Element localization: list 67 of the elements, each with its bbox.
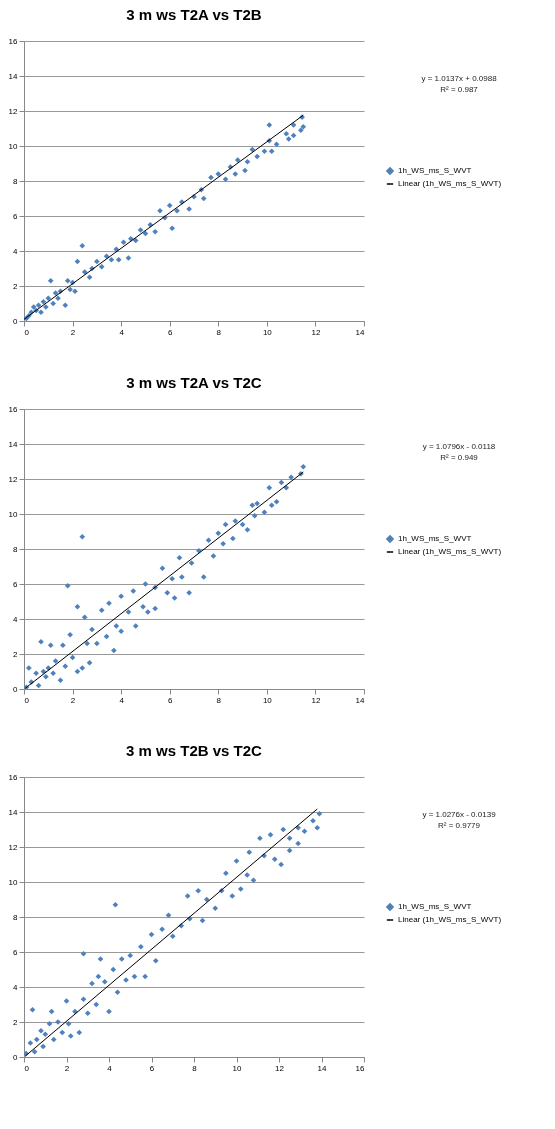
x-tick-label: 12 bbox=[275, 1063, 285, 1073]
x-tick-label: 8 bbox=[216, 327, 222, 337]
y-tick-label: 4 bbox=[13, 982, 19, 992]
chart-title: 3 m ws T2B vs T2C bbox=[126, 742, 263, 759]
text: y = 1.0276x - 0.0139 bbox=[422, 810, 497, 819]
chart-title: 3 m ws T2A vs T2B bbox=[126, 6, 262, 23]
y-tick-label: 12 bbox=[8, 842, 19, 852]
x-tick-label: 0 bbox=[24, 327, 30, 337]
x-tick-label: 6 bbox=[167, 327, 173, 337]
x-tick-label: 2 bbox=[70, 695, 76, 705]
x-tick-label: 16 bbox=[355, 1063, 366, 1073]
y-tick-label: 2 bbox=[13, 649, 19, 659]
y-tick-label: 0 bbox=[13, 1052, 19, 1062]
y-tick-label: 14 bbox=[8, 807, 19, 817]
x-tick-label: 4 bbox=[107, 1063, 113, 1073]
x-tick-label: 2 bbox=[64, 1063, 70, 1073]
x-tick-label: 14 bbox=[317, 1063, 327, 1073]
legend-label: 1h_WS_ms_S_WVT bbox=[398, 902, 472, 911]
text: y = 1.0137x + 0.0988 bbox=[421, 74, 498, 83]
text: R² = 0.9779 bbox=[437, 821, 481, 830]
x-tick-label: 10 bbox=[232, 1063, 242, 1073]
y-tick-label: 8 bbox=[13, 544, 19, 554]
y-tick-label: 16 bbox=[8, 404, 19, 414]
y-tick-label: 12 bbox=[8, 106, 19, 116]
y-tick-label: 0 bbox=[13, 316, 19, 326]
x-tick-label: 6 bbox=[167, 695, 173, 705]
text: R² = 0.949 bbox=[440, 453, 479, 462]
y-tick-label: 10 bbox=[8, 877, 19, 887]
y-tick-label: 12 bbox=[8, 474, 19, 484]
legend-label: 1h_WS_ms_S_WVT bbox=[398, 534, 472, 543]
chart-title: 3 m ws T2A vs T2C bbox=[126, 374, 262, 391]
y-tick-label: 0 bbox=[13, 684, 19, 694]
x-tick-label: 8 bbox=[216, 695, 222, 705]
y-tick-label: 2 bbox=[13, 281, 19, 291]
y-tick-label: 10 bbox=[8, 509, 19, 519]
x-tick-label: 2 bbox=[70, 327, 76, 337]
y-tick-label: 6 bbox=[13, 579, 19, 589]
y-tick-label: 6 bbox=[13, 211, 19, 221]
text: y = 1.0796x - 0.0118 bbox=[422, 442, 496, 451]
x-tick-label: 6 bbox=[149, 1063, 155, 1073]
y-tick-label: 4 bbox=[13, 246, 19, 256]
text: R² = 0.987 bbox=[440, 85, 479, 94]
y-tick-label: 16 bbox=[8, 772, 19, 782]
x-tick-label: 10 bbox=[262, 695, 273, 705]
y-tick-label: 8 bbox=[13, 912, 19, 922]
x-tick-label: 14 bbox=[355, 695, 366, 705]
y-tick-label: 2 bbox=[13, 1017, 19, 1027]
y-tick-label: 10 bbox=[8, 141, 19, 151]
x-tick-label: 14 bbox=[355, 327, 366, 337]
x-tick-label: 0 bbox=[24, 695, 30, 705]
y-tick-label: 14 bbox=[8, 71, 19, 81]
x-tick-label: 4 bbox=[119, 695, 125, 705]
x-tick-label: 8 bbox=[192, 1063, 198, 1073]
legend-label: Linear (1h_WS_ms_S_WVT) bbox=[398, 915, 502, 924]
legend-label: Linear (1h_WS_ms_S_WVT) bbox=[398, 547, 502, 556]
y-tick-label: 6 bbox=[13, 947, 19, 957]
y-tick-label: 14 bbox=[8, 439, 19, 449]
x-tick-label: 12 bbox=[311, 695, 321, 705]
x-tick-label: 12 bbox=[311, 327, 321, 337]
y-tick-label: 16 bbox=[8, 36, 19, 46]
y-tick-label: 4 bbox=[13, 614, 19, 624]
x-tick-label: 4 bbox=[119, 327, 125, 337]
legend-label: Linear (1h_WS_ms_S_WVT) bbox=[398, 179, 502, 188]
x-tick-label: 10 bbox=[262, 327, 273, 337]
x-tick-label: 0 bbox=[24, 1063, 30, 1073]
legend-label: 1h_WS_ms_S_WVT bbox=[398, 166, 472, 175]
y-tick-label: 8 bbox=[13, 176, 19, 186]
